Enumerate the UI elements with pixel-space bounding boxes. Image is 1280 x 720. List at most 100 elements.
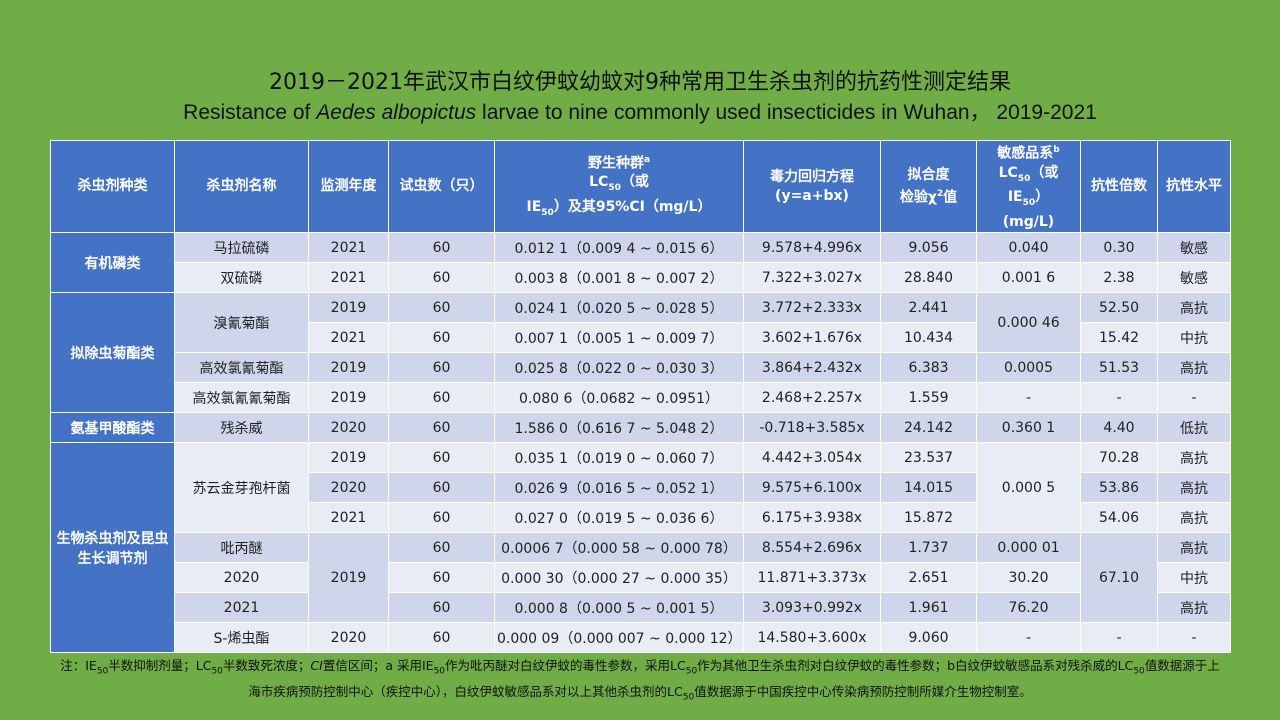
table-cell: 高抗 xyxy=(1157,292,1231,324)
table-row: S-烯虫酯 2020 60 0.000 09（0.000 007 ~ 0.000 12… xyxy=(51,622,1231,654)
header-cell: 杀虫剂名称 xyxy=(174,139,309,234)
table-cell: 60 xyxy=(388,352,495,384)
subtitle-text: larvae to nine commonly used insecticide… xyxy=(476,101,1097,124)
table-cell: 0.000 8（0.000 5 ~ 0.001 5） xyxy=(494,592,744,624)
resistance-table: 杀虫剂种类 杀虫剂名称 监测年度 试虫数（只） 野生种群a LC50（或IE50）… xyxy=(50,139,1231,654)
table-cell: 60 xyxy=(388,562,495,594)
table-cell: 3.772+2.333x xyxy=(743,292,881,324)
note-text: CI xyxy=(310,658,323,673)
table-row: 氨基甲酸酯类 残杀威 2020 60 1.586 0（0.616 7 ~ 5.048 2… xyxy=(50,412,1231,444)
table-cell: 2.38 xyxy=(1080,262,1158,294)
table-cell: - xyxy=(1157,622,1231,654)
table-cell: 60 xyxy=(388,472,495,504)
table-cell: 60 xyxy=(388,262,495,294)
table-cell: 10.434 xyxy=(880,322,977,354)
header-sub: 50 xyxy=(1022,198,1036,209)
table-cell: 2019 xyxy=(308,382,389,414)
table-cell: 2.651 xyxy=(880,562,977,594)
table-row: 吡丙醚 2019 60 0.0006 7（0.000 58 ~ 0.000 78） 8.… xyxy=(51,532,1231,624)
table-cell: 60 xyxy=(388,502,495,534)
header-cell: 监测年度 xyxy=(308,139,389,234)
table-cell: 67.10 xyxy=(1080,532,1158,624)
table-cell: 24.142 xyxy=(880,412,977,444)
table-cell: - xyxy=(1080,622,1158,654)
table-cell: 高效氯氰氰菊酯 xyxy=(174,382,309,414)
subtitle-text: Resistance of xyxy=(183,101,317,124)
table-cell: 0.040 xyxy=(976,232,1081,264)
table-cell: 0.000 09（0.000 007 ~ 0.000 12） xyxy=(494,622,744,654)
note-sub: 50 xyxy=(96,666,109,677)
table-cell: 2019 xyxy=(308,532,389,624)
footnote: 注：IE50半数抑制剂量；LC50半数致死浓度；CI置信区间；a 采用IE50作… xyxy=(58,656,1222,707)
table-body: 有机磷类 马拉硫磷 2021 60 0.012 1（0.009 4 ~ 0.015 6）… xyxy=(50,232,1231,654)
table-cell: 3.864+2.432x xyxy=(743,352,881,384)
table-cell: 1.559 xyxy=(880,382,977,414)
header-sub: 50 xyxy=(608,182,621,193)
header-text: LC xyxy=(589,174,609,191)
table-cell: 9.060 xyxy=(880,622,977,654)
table-cell: 9.056 xyxy=(880,232,977,264)
table-cell: 2020 xyxy=(174,562,309,594)
subtitle: Resistance of Aedes albopictus larvae to… xyxy=(0,96,1280,126)
note-sub: 50 xyxy=(685,666,698,677)
header-text: 试虫数（只） xyxy=(399,178,484,195)
table-cell: 敏感 xyxy=(1157,262,1231,294)
table-cell: 2020 xyxy=(308,412,389,444)
header-sub: 50 xyxy=(541,207,554,218)
table-cell: S-烯虫酯 xyxy=(174,622,309,654)
table-cell: 30.20 xyxy=(976,562,1081,594)
table-row: 2020 60 0.000 30（0.000 27 ~ 0.000 35） 11.87… xyxy=(51,562,1231,594)
header-text: 毒力回归方程 xyxy=(770,168,854,185)
header-text: 监测年度 xyxy=(320,178,377,195)
header-cell: 杀虫剂种类 xyxy=(50,139,175,234)
category-cell: 有机磷类 xyxy=(50,232,175,294)
table-cell: 6.175+3.938x xyxy=(743,502,881,534)
table-cell: 2021 xyxy=(308,502,389,534)
table-cell: 2021 xyxy=(308,322,389,354)
header-text: 敏感品系 xyxy=(997,145,1054,162)
note-text: 半数抑制剂量；LC xyxy=(108,658,212,673)
table-cell: 0.035 1（0.019 0 ~ 0.060 7） xyxy=(494,442,744,474)
table-cell: 高抗 xyxy=(1157,352,1231,384)
table-cell: 0.027 0（0.019 5 ~ 0.036 6） xyxy=(494,502,744,534)
table-cell: 60 xyxy=(388,322,495,354)
category-cell: 氨基甲酸酯类 xyxy=(50,412,175,444)
table-cell: 14.580+3.600x xyxy=(743,622,881,654)
table-cell: 4.442+3.054x xyxy=(743,442,881,474)
table-cell: 0.024 1（0.020 5 ~ 0.028 5） xyxy=(494,292,744,324)
table-cell: 0.080 6（0.0682 ~ 0.0951） xyxy=(494,382,744,414)
table-cell: 4.40 xyxy=(1080,412,1158,444)
table-cell: 11.871+3.373x xyxy=(743,562,881,594)
table-cell: 51.53 xyxy=(1080,352,1158,384)
title: 2019－2021年武汉市白纹伊蚊幼蚊对9种常用卫生杀虫剂的抗药性测定结果 xyxy=(269,70,1011,95)
table-cell: 53.86 xyxy=(1080,472,1158,504)
table-cell: 高抗 xyxy=(1157,472,1231,504)
table-cell: 1.586 0（0.616 7 ~ 5.048 2） xyxy=(494,412,744,444)
table-row: 生物杀虫剂及昆虫生长调节剂 苏云金芽孢杆菌 2019 60 0.035 1（0.019 … xyxy=(50,442,1231,654)
table-cell: 残杀威 xyxy=(174,412,309,444)
table-cell: 60 xyxy=(388,412,495,444)
header-text: (mg/L) xyxy=(1002,214,1055,231)
table-cell: 52.50 xyxy=(1080,292,1158,324)
table-cell: - xyxy=(1080,382,1158,414)
table-cell: 2.468+2.257x xyxy=(743,382,881,414)
table-cell: 0.0006 7（0.000 58 ~ 0.000 78） xyxy=(494,532,744,564)
table-cell: 2019 xyxy=(308,352,389,384)
table-cell: 60 xyxy=(388,622,495,654)
table-header: 杀虫剂种类 杀虫剂名称 监测年度 试虫数（只） 野生种群a LC50（或IE50）… xyxy=(50,139,1231,234)
note-sub: 50 xyxy=(433,666,446,677)
table-cell: 0.000 30（0.000 27 ~ 0.000 35） xyxy=(494,562,744,594)
header-cell: 拟合度 检验χ2值 xyxy=(880,139,977,234)
category-cell: 拟除虫菊酯类 xyxy=(50,292,175,414)
table-cell: 0.360 1 xyxy=(976,412,1081,444)
note-text: 作为吡丙醚对白纹伊蚊的毒性参数，采用LC xyxy=(445,658,686,673)
header-text: 拟合度 xyxy=(907,166,950,183)
table-cell: 0.003 8（0.001 8 ~ 0.007 2） xyxy=(494,262,744,294)
table-cell: 高抗 xyxy=(1157,502,1231,534)
header-text: LC xyxy=(998,164,1018,181)
note-text: 值数据源于上海市疾病预防控制中心（疾控中心），白纹伊蚊敏感品系对以上其他杀虫剂的… xyxy=(248,658,1220,699)
table-cell: 0.025 8（0.022 0 ~ 0.030 3） xyxy=(494,352,744,384)
table-cell: 60 xyxy=(388,442,495,474)
note-sub: 50 xyxy=(1133,666,1145,677)
table-cell: 溴氰菊酯 xyxy=(174,292,309,354)
